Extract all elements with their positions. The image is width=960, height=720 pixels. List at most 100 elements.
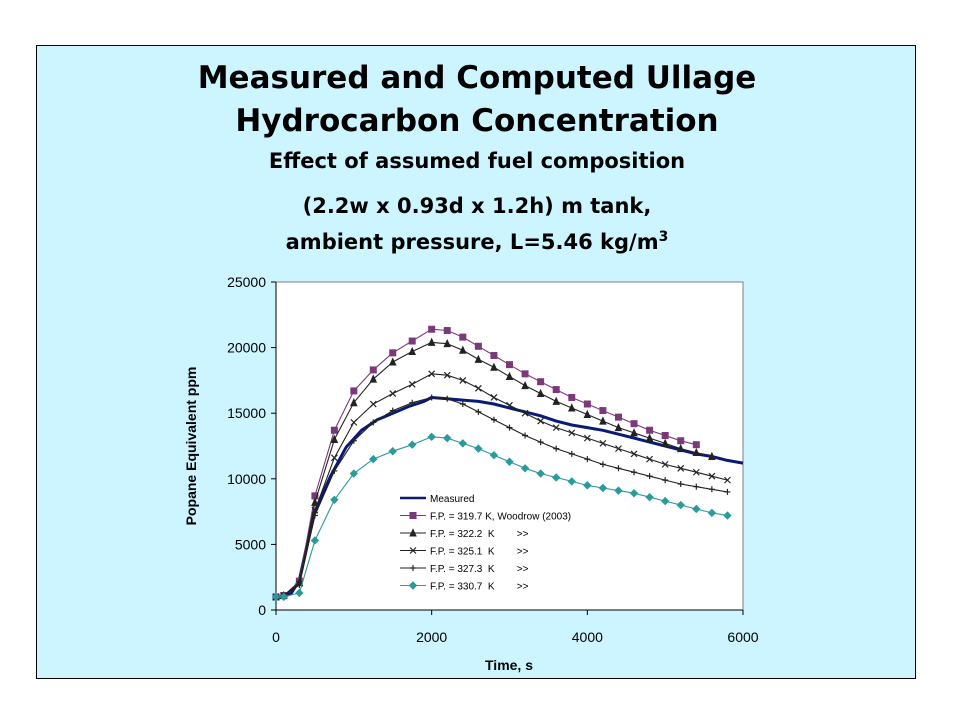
legend-item: F.P. = 325.1 K >> [400,547,529,558]
data-point [660,496,670,506]
data-point [537,417,545,425]
data-point [693,483,700,490]
data-point [615,465,622,472]
data-point [389,407,396,414]
data-point [369,366,377,374]
data-point [427,432,436,442]
data-point [350,437,357,444]
data-point [490,351,498,359]
data-point [370,419,377,426]
data-point [331,467,338,474]
data-point [389,390,397,397]
series-0 [275,396,744,600]
data-point [567,403,576,412]
data-point [350,387,358,395]
data-point [537,439,544,446]
data-point [551,473,561,482]
data-point [614,486,623,495]
data-point [598,483,608,493]
legend-marker [409,512,417,519]
data-point [350,398,358,407]
legend-label: F.P. = 325.1 K >> [430,547,529,558]
data-point [584,456,591,463]
data-point [521,409,529,417]
data-point [330,426,338,434]
data-point [645,433,654,442]
data-point [490,362,498,371]
data-point [474,354,483,363]
data-point [459,345,467,354]
data-point [630,420,638,428]
data-point [369,400,377,408]
data-point [723,511,732,520]
series-2 [272,337,716,601]
data-point [350,418,358,426]
data-point [505,371,514,380]
data-point [707,508,717,518]
y-tick-label: 25000 [227,274,266,290]
y-axis-label: Popane Equivalent ppm [183,367,199,526]
data-point [408,337,416,345]
data-point [388,447,397,456]
data-point [506,401,513,409]
data-point [583,434,591,442]
data-point [645,492,654,502]
data-point [389,349,397,357]
data-point [458,439,468,448]
data-point [522,432,529,439]
ambient-conditions: ambient pressure, L=5.46 kg/m3 [37,229,917,254]
data-point [724,476,731,484]
data-point [630,450,638,458]
data-point [505,457,514,466]
data-point [677,464,685,472]
data-point [568,429,576,437]
data-point [490,416,497,423]
data-point [583,409,592,419]
legend-label: F.P. = 319.7 K, Woodrow (2003) [430,512,571,523]
data-point [311,506,319,514]
data-point [408,380,416,388]
x-tick-label: 0 [272,629,280,645]
data-point [474,384,482,392]
data-point [662,477,669,484]
data-point [661,432,669,440]
data-point [692,468,700,476]
slide-title-line2: Hydrocarbon Concentration [235,103,719,139]
data-point [661,438,669,447]
data-point [568,393,576,401]
slide-subtitle: Effect of assumed fuel composition [268,149,686,173]
data-point [629,489,639,498]
data-point [708,451,716,460]
data-point [568,450,575,457]
data-point [677,481,684,488]
legend-item: Measured [400,494,474,505]
data-point [330,434,339,443]
data-point [444,395,451,402]
data-point [349,469,359,478]
data-point [459,333,467,341]
legend-item: F.P. = 327.3 K >> [400,564,529,575]
data-point [443,371,451,379]
data-point [708,472,716,480]
x-tick-label: 6000 [727,629,758,645]
data-point [614,422,623,432]
slide-title-line1: Measured and Computed Ullage [197,60,757,96]
data-point [474,342,482,350]
data-point [520,464,530,473]
legend-label: F.P. = 330.7 K >> [430,582,529,593]
legend-marker [408,581,418,590]
data-point [599,461,606,468]
legend-label: F.P. = 322.2 K >> [430,529,529,540]
data-point [506,361,513,369]
data-point [443,327,451,335]
data-point [443,338,452,348]
legend-item: F.P. = 322.2 K >> [400,528,529,540]
data-point [583,481,592,490]
series-4 [273,394,731,600]
data-point [408,346,416,356]
data-point [490,394,498,401]
series-line [275,341,713,598]
data-point [724,488,731,495]
y-tick-label: 10000 [227,471,266,487]
data-point [692,447,701,457]
